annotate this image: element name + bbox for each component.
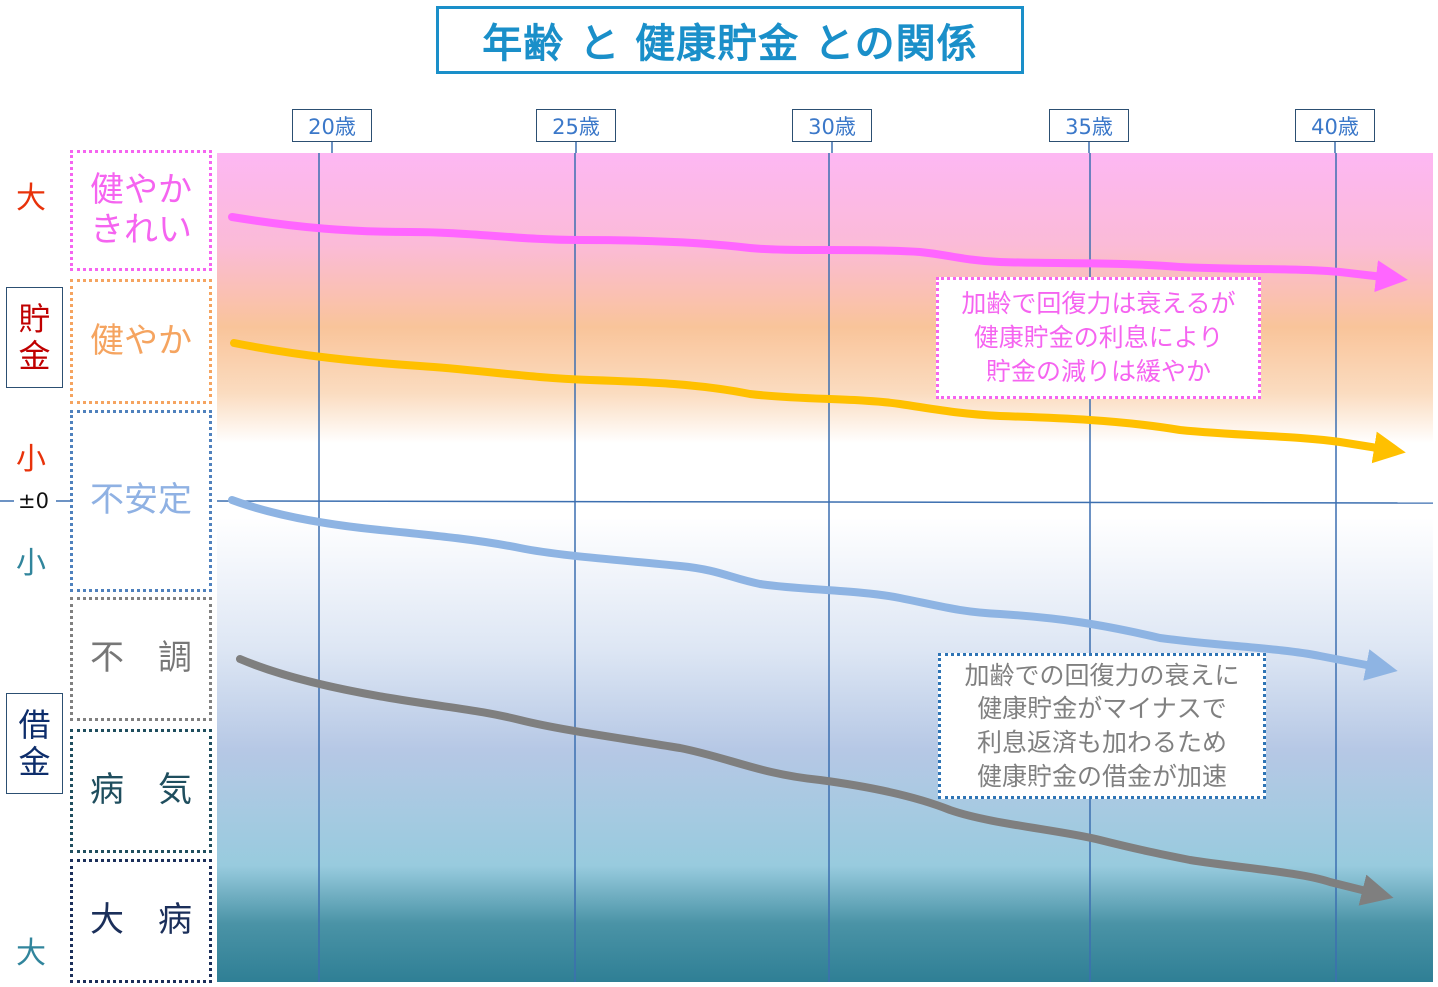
- side-label-zero: ±0: [18, 489, 49, 513]
- note-negative-debt: 加齢での回復力の衰えに 健康貯金がマイナスで 利息返済も加わるため 健康貯金の借…: [938, 653, 1266, 799]
- age-label-25: 25歳: [536, 109, 616, 142]
- age-label-30: 30歳: [792, 109, 872, 142]
- side-label-large-bottom: 大: [16, 936, 46, 971]
- category-serious-illness: 大 病: [70, 859, 212, 983]
- curve-unwell: [236, 655, 1394, 906]
- side-label-debt: 借 金: [6, 693, 63, 794]
- age-label-40: 40歳: [1295, 109, 1375, 142]
- category-sick: 病 気: [70, 729, 212, 853]
- category-healthy: 健やか: [70, 279, 212, 404]
- age-label-20: 20歳: [292, 109, 372, 142]
- vertical-gridlines: [318, 142, 1337, 982]
- note-positive-savings: 加齢で回復力は衰えるが 健康貯金の利息により 貯金の減りは緩やか: [936, 277, 1261, 399]
- category-unwell: 不 調: [70, 597, 212, 721]
- side-label-small-bottom: 小: [16, 546, 46, 581]
- side-label-savings: 貯 金: [6, 287, 63, 388]
- category-unstable: 不安定: [70, 410, 212, 592]
- age-label-35: 35歳: [1049, 109, 1129, 142]
- zero-line: [216, 500, 1434, 504]
- curve-unstable: [228, 496, 1398, 681]
- chart-title: 年齢 と 健康貯金 との関係: [436, 6, 1024, 74]
- side-label-small-top: 小: [16, 442, 46, 477]
- curve-healthy: [230, 339, 1406, 464]
- side-label-large-top: 大: [16, 181, 46, 216]
- curve-healthy-beautiful: [228, 213, 1408, 293]
- category-healthy-beautiful: 健やか きれい: [70, 150, 212, 271]
